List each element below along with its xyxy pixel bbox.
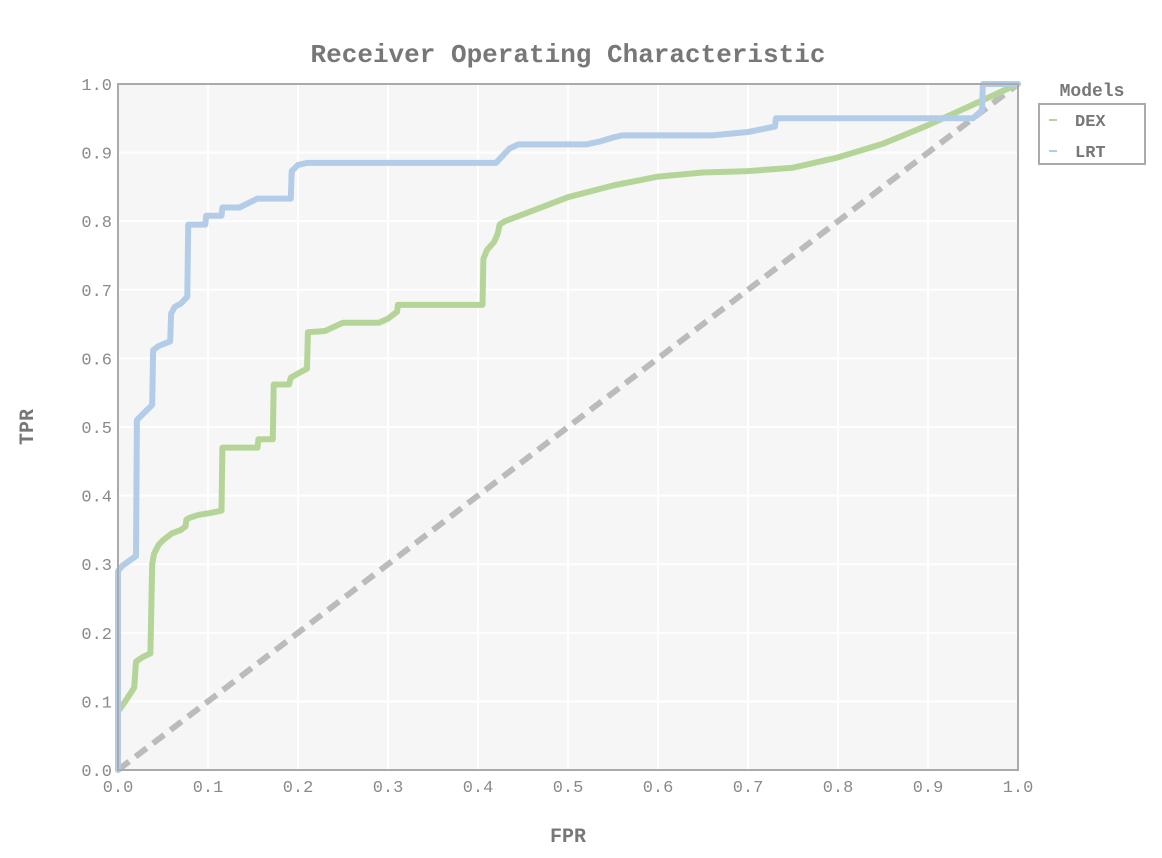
- x-tick-label: 0.0: [103, 779, 134, 798]
- x-axis-title: FPR: [550, 826, 586, 849]
- plot-frame: [117, 83, 1019, 771]
- y-tick-label: 0.4: [81, 489, 112, 508]
- y-axis-ticks: 0.0 0.1 0.2 0.3 0.4 0.5 0.6 0.7 0.8 0.9 1.0: [81, 77, 112, 782]
- legend-label-lrt: LRT: [1075, 144, 1106, 163]
- series-line-dex: [115, 81, 1021, 773]
- x-tick-label: 0.6: [643, 779, 674, 798]
- x-tick-label: 0.9: [913, 779, 944, 798]
- legend: DEX LRT: [1049, 113, 1106, 163]
- y-tick-label: 0.5: [81, 420, 112, 439]
- x-tick-label: 1.0: [1003, 779, 1034, 798]
- y-tick-label: 0.0: [81, 763, 112, 782]
- legend-label-dex: DEX: [1075, 113, 1106, 132]
- x-tick-label: 0.7: [733, 779, 764, 798]
- y-tick-label: 0.1: [81, 694, 112, 713]
- x-tick-label: 0.3: [373, 779, 404, 798]
- legend-title: Models: [1060, 82, 1125, 102]
- x-tick-label: 0.1: [193, 779, 224, 798]
- x-tick-label: 0.2: [283, 779, 314, 798]
- y-tick-label: 0.2: [81, 626, 112, 645]
- legend-box: [1038, 103, 1146, 165]
- y-tick-label: 0.9: [81, 146, 112, 165]
- y-tick-label: 0.8: [81, 214, 112, 233]
- y-tick-label: 0.6: [81, 351, 112, 370]
- y-tick-label: 0.3: [81, 557, 112, 576]
- x-axis-ticks: 0.0 0.1 0.2 0.3 0.4 0.5 0.6 0.7 0.8 0.9 1.0: [103, 779, 1034, 798]
- y-axis-title: TPR: [17, 409, 40, 445]
- x-tick-label: 0.8: [823, 779, 854, 798]
- x-tick-label: 0.5: [553, 779, 584, 798]
- series-layer: [115, 81, 1021, 773]
- series-line-lrt: [115, 81, 1021, 773]
- y-tick-label: 0.7: [81, 283, 112, 302]
- x-tick-label: 0.4: [463, 779, 494, 798]
- chance-diagonal-line: [116, 81, 1020, 773]
- y-tick-label: 1.0: [81, 77, 112, 96]
- chart-title: Receiver Operating Characteristic: [311, 40, 826, 70]
